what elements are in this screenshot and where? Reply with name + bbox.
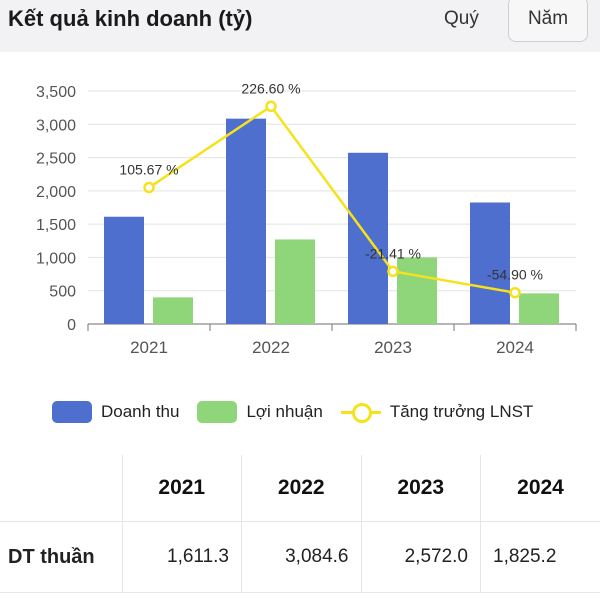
period-quarter-tab[interactable]: Quý	[444, 8, 479, 29]
table-header-year: 2023	[360, 455, 481, 522]
y-tick-label: 2,500	[36, 151, 76, 168]
growth-data-label: -54.90 %	[487, 267, 543, 283]
legend-item-profit[interactable]: Lợi nhuận	[197, 401, 323, 423]
y-tick-label: 3,500	[36, 84, 76, 101]
growth-point	[509, 286, 521, 299]
x-tick-label: 2024	[496, 338, 534, 357]
bar-profit	[397, 257, 437, 324]
table-cell: 1,825.2	[480, 521, 600, 593]
legend-label-profit: Lợi nhuận	[246, 402, 323, 421]
bar-revenue	[104, 216, 144, 324]
growth-point	[387, 265, 399, 278]
table-cell: 1,611.3	[121, 521, 242, 593]
y-tick-label: 500	[49, 284, 76, 301]
x-tick-label: 2022	[252, 338, 290, 357]
x-tick-label: 2023	[374, 338, 412, 357]
bar-revenue	[226, 118, 266, 324]
growth-line	[148, 104, 516, 294]
growth-data-label: 226.60 %	[241, 80, 300, 96]
x-tick-label: 2021	[130, 338, 168, 357]
header-bar: Kết quả kinh doanh (tỷ) Quý Năm	[0, 0, 600, 52]
table-cell: 2,572.0	[360, 521, 481, 593]
y-tick-label: 1,500	[36, 217, 76, 234]
bar-profit	[275, 239, 315, 324]
legend-label-growth: Tăng trưởng LNST	[389, 402, 534, 421]
legend-label-revenue: Doanh thu	[101, 402, 180, 421]
business-results-chart: 0 500 1,000 1,500 2,000 2,500 3,000 3,500 2021 20…	[36, 80, 577, 357]
table-row: DT thuần 1,611.3 3,084.6 2,572.0 1,825.2	[0, 521, 600, 593]
bar-profit	[153, 297, 193, 324]
table-header-row: 2021 2022 2023 2024	[0, 455, 600, 522]
y-tick-label: 3,000	[36, 117, 76, 134]
financial-table: 2021 2022 2023 2024 DT thuần 1,611.3 3,0…	[0, 455, 600, 593]
growth-point	[143, 181, 155, 194]
chart-legend: Doanh thu Lợi nhuận Tăng trưởng LNST	[52, 398, 551, 426]
table-header-year: 2024	[480, 455, 600, 522]
legend-swatch-profit	[197, 401, 238, 423]
y-tick-label: 2,000	[36, 184, 76, 201]
period-year-tab[interactable]: Năm	[508, 0, 588, 42]
row-label: DT thuần	[0, 521, 122, 593]
y-tick-label: 0	[67, 317, 76, 334]
legend-item-growth[interactable]: Tăng trưởng LNST	[340, 401, 534, 423]
y-tick-label: 1,000	[36, 250, 76, 267]
bar-revenue	[470, 202, 510, 324]
table-header-blank	[0, 455, 122, 522]
page-title: Kết quả kinh doanh (tỷ)	[8, 6, 253, 31]
legend-swatch-revenue	[52, 401, 92, 423]
bar-profit	[519, 293, 559, 324]
table-cell: 3,084.6	[241, 521, 361, 593]
growth-data-label: 105.67 %	[119, 162, 178, 178]
legend-item-revenue[interactable]: Doanh thu	[52, 401, 179, 423]
table-header-year: 2022	[241, 455, 361, 522]
growth-point	[265, 100, 277, 113]
growth-data-label: -21.41 %	[365, 245, 421, 261]
table-header-year: 2021	[121, 455, 242, 522]
legend-swatch-growth	[340, 401, 381, 423]
